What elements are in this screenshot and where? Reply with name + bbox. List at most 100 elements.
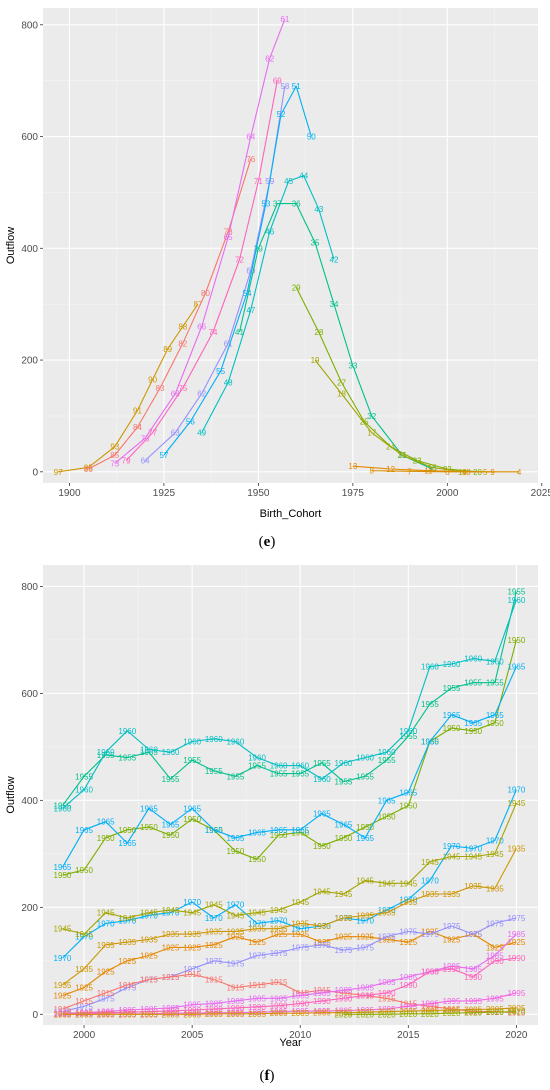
- x-tick-label: 1925: [153, 488, 176, 499]
- point-label: 1935: [291, 919, 309, 928]
- point-label: 1925: [75, 984, 93, 993]
- point-label: 5: [483, 468, 488, 477]
- point-label: 37: [273, 200, 282, 209]
- y-tick-label: 600: [21, 132, 38, 143]
- point-label: 1950: [183, 815, 201, 824]
- point-label: 1950: [226, 847, 244, 856]
- point-label: 93: [110, 443, 119, 452]
- point-label: 85: [110, 451, 119, 460]
- point-label: 1915: [75, 997, 93, 1006]
- point-label: 1950: [54, 871, 72, 880]
- point-label: 33: [348, 362, 357, 371]
- point-label: 82: [178, 339, 187, 348]
- point-label: 1960: [421, 663, 439, 672]
- point-label: 1965: [507, 663, 525, 672]
- point-label: 39: [254, 244, 263, 253]
- point-label: 1975: [183, 965, 201, 974]
- point-label: 7: [407, 467, 412, 476]
- point-label: 1985: [378, 978, 396, 987]
- point-label: 57: [159, 451, 168, 460]
- point-label: 1915: [183, 970, 201, 979]
- point-label: 2005: [486, 1005, 504, 1014]
- point-label: 1970: [140, 911, 158, 920]
- point-label: 1950: [313, 842, 331, 851]
- point-label: 97: [54, 468, 63, 477]
- point-label: 36: [292, 200, 301, 209]
- series-line: [62, 933, 517, 1014]
- point-label: 1935: [54, 981, 72, 990]
- point-label: 1975: [270, 949, 288, 958]
- point-label: 55: [216, 367, 225, 376]
- point-label: 1995: [356, 1006, 374, 1015]
- axis-ticks: 2000 2005 2010 2015 2020 0 200 400 600 800: [21, 582, 528, 1041]
- series-line: [62, 802, 517, 935]
- series-line: [295, 287, 478, 473]
- point-label: 1935: [313, 922, 331, 931]
- point-label: 1925: [335, 933, 353, 942]
- point-label: 91: [133, 406, 142, 415]
- point-label: 1925: [313, 938, 331, 947]
- point-label: 1995: [226, 1009, 244, 1018]
- point-label: 1950: [248, 855, 266, 864]
- point-label: 1925: [205, 941, 223, 950]
- point-label: 1990: [313, 997, 331, 1006]
- point-label: 1955: [378, 756, 396, 765]
- point-label: 1990: [443, 965, 461, 974]
- point-label: 1925: [270, 930, 288, 939]
- point-label: 15: [428, 463, 437, 472]
- point-label: 1915: [162, 973, 180, 982]
- point-label: 1990: [226, 1004, 244, 1013]
- point-label: 1945: [75, 930, 93, 939]
- point-label: 51: [292, 82, 301, 91]
- point-label: 1935: [335, 914, 353, 923]
- point-label: 25: [360, 418, 369, 427]
- point-label: 1955: [75, 772, 93, 781]
- point-label: 19: [311, 356, 320, 365]
- point-label: 95: [84, 463, 93, 472]
- point-label: 1950: [335, 834, 353, 843]
- point-label: 2005: [205, 1010, 223, 1019]
- series-line: [62, 917, 517, 1013]
- point-label: 1965: [335, 820, 353, 829]
- point-label: 1935: [421, 890, 439, 899]
- point-label: 1935: [183, 930, 201, 939]
- point-label: 1975: [118, 984, 136, 993]
- point-label: 1995: [443, 997, 461, 1006]
- point-label: 1950: [356, 823, 374, 832]
- point-label: 2005: [443, 1006, 461, 1015]
- point-label: 79: [122, 457, 131, 466]
- point-label: 1970: [183, 898, 201, 907]
- series-line: [114, 19, 286, 464]
- point-label: 1955: [486, 679, 504, 688]
- point-label: 29: [292, 283, 301, 292]
- point-label: 1965: [313, 810, 331, 819]
- point-label: 1960: [486, 657, 504, 666]
- point-label: 1955: [205, 767, 223, 776]
- point-label: 1985: [335, 986, 353, 995]
- point-label: 1995: [183, 1009, 201, 1018]
- point-label: 1965: [226, 834, 244, 843]
- point-label: 1965: [205, 826, 223, 835]
- y-axis-title: Outflow: [5, 227, 17, 264]
- point-label: 1965: [183, 804, 201, 813]
- point-label: 1990: [335, 994, 353, 1003]
- point-label: 2005: [75, 1010, 93, 1019]
- point-label: 80: [201, 289, 210, 298]
- point-label: 1990: [421, 968, 439, 977]
- series-line: [62, 930, 517, 997]
- series-line: [62, 591, 517, 807]
- point-label: 1995: [270, 1008, 288, 1017]
- point-label: 1945: [118, 914, 136, 923]
- point-label: 1985: [140, 1005, 158, 1014]
- point-label: 1990: [356, 992, 374, 1001]
- point-label: 2005: [248, 1010, 266, 1019]
- point-label: 1985: [248, 994, 266, 1003]
- point-label: 1945: [421, 858, 439, 867]
- point-label: 1975: [378, 933, 396, 942]
- y-tick-label: 200: [21, 903, 38, 914]
- point-label: 1985: [443, 962, 461, 971]
- point-label: 1970: [399, 895, 417, 904]
- point-label: 1915: [399, 1000, 417, 1009]
- point-label: 1935: [248, 925, 266, 934]
